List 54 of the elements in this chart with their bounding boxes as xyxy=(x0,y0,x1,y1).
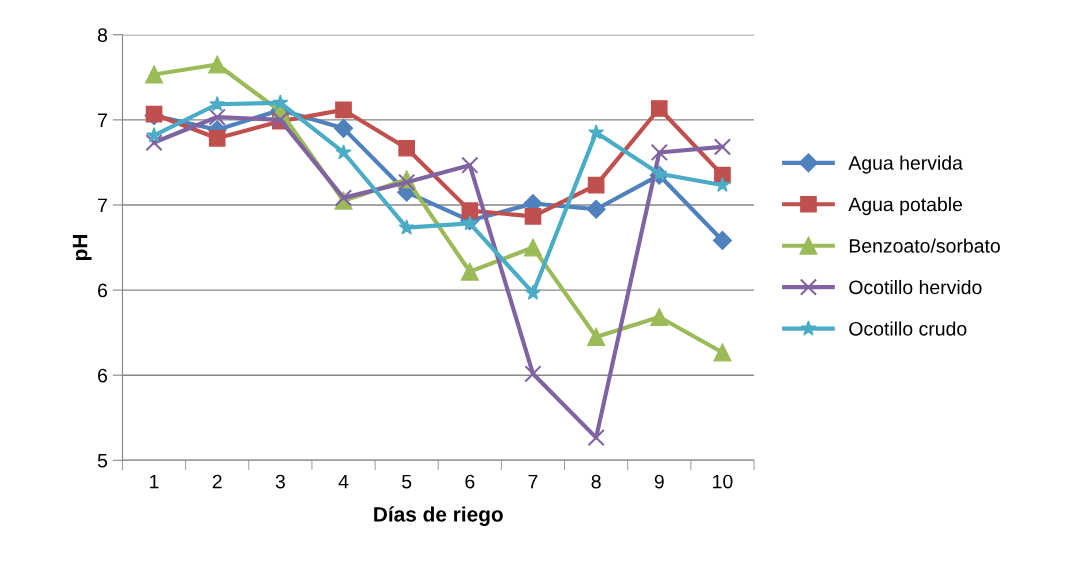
point xyxy=(713,343,732,362)
point xyxy=(335,144,352,160)
x-axis-title: Días de riego xyxy=(374,506,503,526)
x-tick-label: 8 xyxy=(591,474,601,489)
x-tick-label: 9 xyxy=(654,474,664,489)
point xyxy=(398,219,415,235)
y-tick-label: 6 xyxy=(98,368,108,383)
y-tick-label: 6 xyxy=(98,283,108,298)
x-tick-label: 6 xyxy=(465,474,475,489)
point xyxy=(650,143,668,162)
x-tick-label: 4 xyxy=(338,474,349,489)
point xyxy=(587,327,606,346)
point xyxy=(208,108,226,126)
y-tick-label: 7 xyxy=(98,198,107,213)
point xyxy=(713,138,732,156)
legend-label: Ocotillo hervido xyxy=(849,279,982,295)
legend-label: Benzoato/sorbato xyxy=(849,238,1000,253)
point xyxy=(586,199,606,219)
x-tick-label: 5 xyxy=(402,474,412,489)
legend-label: Ocotillo crudo xyxy=(849,321,967,336)
point xyxy=(650,308,669,327)
point xyxy=(461,156,479,174)
point xyxy=(209,95,226,112)
x-tick-label: 7 xyxy=(528,474,538,489)
point xyxy=(335,101,352,119)
y-tick-label: 8 xyxy=(97,28,108,42)
x-tick-label: 2 xyxy=(212,474,222,489)
y-tick-label: 5 xyxy=(97,453,108,468)
point xyxy=(588,124,605,140)
point xyxy=(525,284,541,300)
point xyxy=(208,55,227,74)
point xyxy=(524,207,542,225)
point xyxy=(650,100,668,117)
point xyxy=(145,133,163,152)
point xyxy=(587,428,605,447)
point xyxy=(208,129,226,147)
point xyxy=(146,127,163,143)
point xyxy=(333,118,354,138)
x-tick-label: 3 xyxy=(275,474,285,489)
point xyxy=(398,139,416,157)
point xyxy=(461,202,479,219)
point xyxy=(712,230,732,250)
y-tick-label: 7 xyxy=(98,113,107,127)
point xyxy=(523,238,543,257)
x-tick-label: 10 xyxy=(713,474,733,489)
legend-label: Agua potable xyxy=(848,197,963,216)
point xyxy=(587,176,605,194)
x-tick-label: 1 xyxy=(150,474,159,489)
y-axis-title: pH xyxy=(72,235,92,261)
legend-label: Agua hervida xyxy=(848,155,963,174)
point xyxy=(524,365,542,383)
point xyxy=(460,262,479,281)
point xyxy=(272,94,289,110)
point xyxy=(145,65,164,84)
